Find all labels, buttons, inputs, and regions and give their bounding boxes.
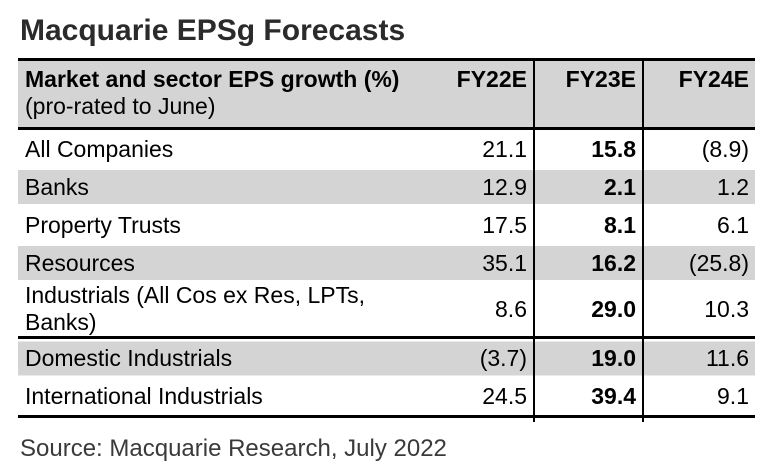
cell-fy22e: 17.5 bbox=[410, 206, 534, 244]
cell-fy22e: 21.1 bbox=[410, 128, 534, 168]
cell-fy23e: 8.1 bbox=[533, 206, 643, 244]
table-header-row: Market and sector EPS growth (%) (pro-ra… bbox=[18, 59, 755, 130]
cell-fy24e: (25.8) bbox=[642, 244, 755, 282]
table-body: All Companies 21.1 15.8 (8.9) Banks 12.9… bbox=[18, 128, 755, 417]
eps-forecast-table: Market and sector EPS growth (%) (pro-ra… bbox=[18, 58, 755, 418]
row-label: Domestic Industrials bbox=[18, 336, 410, 377]
row-label: International Industrials bbox=[18, 377, 410, 417]
column-line-stub bbox=[533, 418, 535, 422]
cell-fy23e: 39.4 bbox=[533, 377, 643, 417]
eps-table-wrap: Market and sector EPS growth (%) (pro-ra… bbox=[18, 58, 755, 422]
report-page: Macquarie EPSg Forecasts Market and sect… bbox=[0, 14, 773, 463]
table-row-property-trusts: Property Trusts 17.5 8.1 6.1 bbox=[18, 206, 755, 244]
table-row-international-industrials: International Industrials 24.5 39.4 9.1 bbox=[18, 377, 755, 417]
row-label: All Companies bbox=[18, 128, 410, 168]
cell-fy24e: 1.2 bbox=[642, 168, 755, 206]
table-header-title: Market and sector EPS growth (%) bbox=[25, 66, 400, 92]
page-title: Macquarie EPSg Forecasts bbox=[20, 14, 406, 47]
cell-fy23e: 19.0 bbox=[533, 336, 643, 377]
table-header-label-cell: Market and sector EPS growth (%) (pro-ra… bbox=[18, 59, 410, 130]
column-line-stub bbox=[642, 418, 644, 422]
row-label: Banks bbox=[18, 168, 410, 206]
cell-fy24e: 11.6 bbox=[642, 336, 755, 377]
cell-fy23e: 16.2 bbox=[533, 244, 643, 282]
table-row-banks: Banks 12.9 2.1 1.2 bbox=[18, 168, 755, 206]
cell-fy22e: 35.1 bbox=[410, 244, 534, 282]
row-label: Property Trusts bbox=[18, 206, 410, 244]
column-header-fy23e: FY23E bbox=[533, 59, 643, 130]
column-header-fy24e: FY24E bbox=[642, 59, 755, 130]
cell-fy24e: 10.3 bbox=[642, 282, 755, 338]
cell-fy22e: 8.6 bbox=[410, 282, 534, 338]
cell-fy23e: 29.0 bbox=[533, 282, 643, 338]
cell-fy24e: 6.1 bbox=[642, 206, 755, 244]
cell-fy24e: (8.9) bbox=[642, 128, 755, 168]
table-row-industrials: Industrials (All Cos ex Res, LPTs, Banks… bbox=[18, 282, 755, 338]
cell-fy22e: 24.5 bbox=[410, 377, 534, 417]
table-row-resources: Resources 35.1 16.2 (25.8) bbox=[18, 244, 755, 282]
cell-fy23e: 15.8 bbox=[533, 128, 643, 168]
source-note: Source: Macquarie Research, July 2022 bbox=[20, 435, 447, 462]
row-label: Industrials (All Cos ex Res, LPTs, Banks… bbox=[18, 282, 410, 338]
cell-fy22e: 12.9 bbox=[410, 168, 534, 206]
cell-fy24e: 9.1 bbox=[642, 377, 755, 417]
table-header-subtitle: (pro-rated to June) bbox=[25, 93, 216, 119]
table-row-all-companies: All Companies 21.1 15.8 (8.9) bbox=[18, 128, 755, 168]
cell-fy22e: (3.7) bbox=[410, 336, 534, 377]
table-row-domestic-industrials: Domestic Industrials (3.7) 19.0 11.6 bbox=[18, 336, 755, 377]
row-label: Resources bbox=[18, 244, 410, 282]
cell-fy23e: 2.1 bbox=[533, 168, 643, 206]
column-header-fy22e: FY22E bbox=[410, 59, 534, 130]
